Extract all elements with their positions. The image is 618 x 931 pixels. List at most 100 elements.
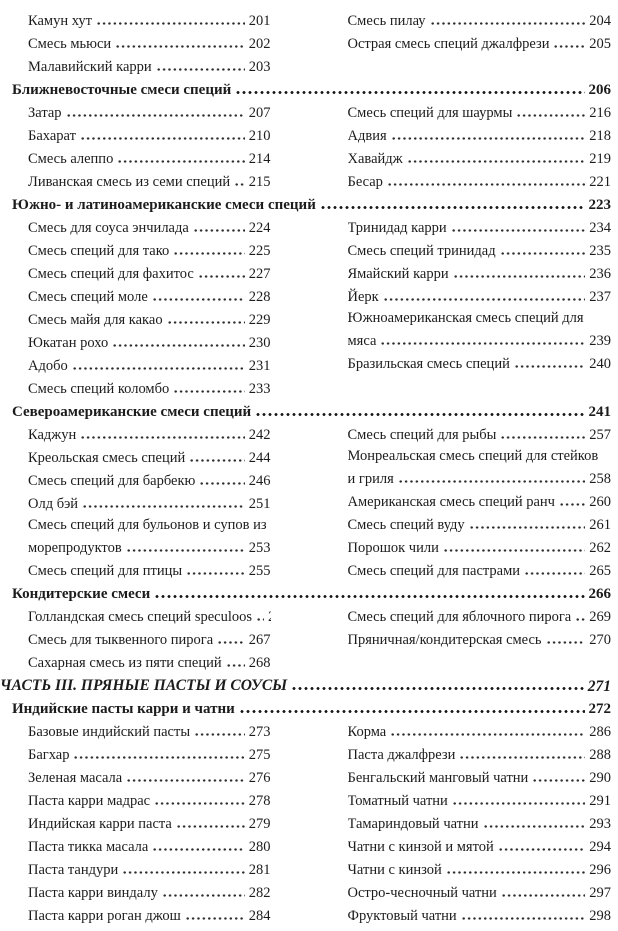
toc-entry-label: Смесь специй для тако bbox=[28, 243, 170, 259]
toc-section-header-page: 241 bbox=[588, 404, 612, 420]
toc-entry-label: и гриля bbox=[347, 471, 394, 487]
toc-entry: Смесь специй для птицы 255 bbox=[28, 557, 271, 580]
toc-entry-page: 204 bbox=[589, 13, 611, 29]
dot-leader bbox=[154, 801, 245, 806]
toc-entry-page: 260 bbox=[589, 494, 611, 510]
dot-leader bbox=[117, 159, 245, 164]
toc-right-column: Смесь пилау 204 Острая смесь специй джал… bbox=[307, 7, 614, 76]
toc-entry: Паста тандури 281 bbox=[28, 856, 271, 879]
toc-entry: Тамариндовый чатни 293 bbox=[348, 810, 612, 833]
toc-entry: Смесь специй коломбо 233 bbox=[28, 375, 271, 398]
dot-leader bbox=[319, 205, 585, 210]
dot-leader bbox=[459, 755, 586, 760]
toc-entry-page: 290 bbox=[589, 770, 611, 786]
toc-entry-label: Смесь специй тринидад bbox=[347, 243, 496, 259]
toc-entry: Ливанская смесь из семи специй 215 bbox=[28, 168, 271, 191]
toc-entry-label: Базовые индийский пасты bbox=[28, 724, 191, 740]
toc-left-column: Базовые индийский пасты 273 Багхар 275 З… bbox=[0, 718, 307, 925]
toc-section-header: Индийские пасты карри и чатни 272 bbox=[0, 695, 613, 718]
dot-leader bbox=[152, 847, 245, 852]
toc-entry-page: 266 bbox=[268, 609, 270, 626]
toc-section-header: Североамериканские смеси специй 241 bbox=[0, 398, 613, 421]
toc-entry: Бесар 221 bbox=[348, 168, 612, 191]
dot-leader bbox=[442, 548, 586, 553]
toc-left-column: Смесь для соуса энчилада 224 Смесь специ… bbox=[0, 214, 307, 398]
toc-entry-page: 265 bbox=[589, 563, 611, 579]
toc-entry: Зеленая масала 276 bbox=[28, 764, 271, 787]
toc-entry-label: Фруктовый чатни bbox=[347, 908, 457, 924]
toc-entry-label: Тамариндовый чатни bbox=[347, 816, 479, 832]
toc-entry: Американская смесь специй ранч 260 bbox=[348, 488, 612, 511]
toc-entry-label: Смесь специй моле bbox=[28, 289, 148, 305]
toc-entry-label: Пряничная/кондитерская смесь bbox=[347, 632, 542, 648]
toc-right-column: Смесь специй для рыбы 257 Монреальская с… bbox=[307, 421, 614, 580]
toc-entry: Паста тикка масала 280 bbox=[28, 833, 271, 856]
toc-entry-page: 233 bbox=[248, 381, 271, 397]
dot-leader bbox=[194, 732, 245, 737]
toc-part-header-label: ЧАСТЬ III. ПРЯНЫЕ ПАСТЫ И СОУСЫ bbox=[0, 677, 288, 694]
toc-right-column: Тринидад карри 234 Смесь специй тринидад… bbox=[307, 214, 614, 398]
toc-entry-page: 294 bbox=[589, 839, 611, 855]
toc-entry-page: 293 bbox=[589, 816, 611, 832]
toc-entry-page: 214 bbox=[248, 151, 271, 167]
toc-entry-page: 239 bbox=[589, 333, 611, 349]
dot-leader bbox=[79, 136, 245, 141]
toc-entry-label: Смесь специй для пастрами bbox=[347, 563, 521, 579]
toc-entry: Индийская карри паста 279 bbox=[28, 810, 271, 833]
toc-entry-page: 298 bbox=[589, 908, 611, 924]
toc-two-column-block: Затар 207 Бахарат 210 Смесь алеппо 214 Л… bbox=[0, 99, 613, 191]
toc-entry: Смесь для соуса энчилада 224 bbox=[28, 214, 271, 237]
dot-leader bbox=[450, 228, 586, 233]
toc-entry: Смесь специй для фахитос 227 bbox=[28, 260, 271, 283]
toc-entry-page: 296 bbox=[589, 862, 611, 878]
toc-entry-page: 244 bbox=[248, 450, 271, 466]
dot-leader bbox=[122, 870, 245, 875]
toc-entry-page: 218 bbox=[589, 128, 611, 144]
toc-entry: Малавийский карри 203 bbox=[28, 53, 271, 76]
dot-leader bbox=[497, 847, 586, 852]
toc-entry-label: Американская смесь специй ранч bbox=[347, 494, 555, 510]
toc-entry-label: морепродуктов bbox=[28, 540, 122, 556]
toc-entry-page: 234 bbox=[589, 220, 611, 236]
toc-entry: Голландская смесь специй speculoos 266 bbox=[28, 603, 271, 626]
toc-entry: Смесь алеппо 214 bbox=[28, 145, 271, 168]
toc-entry-page: 237 bbox=[589, 289, 611, 305]
toc-left-column: Голландская смесь специй speculoos 266 С… bbox=[0, 603, 307, 672]
toc-entry-label: Смесь пилау bbox=[347, 13, 426, 29]
toc-section-header-label: Ближневосточные смеси специй bbox=[12, 82, 232, 98]
dot-leader bbox=[452, 274, 586, 279]
toc-entry-label: Смесь для тыквенного пирога bbox=[28, 632, 214, 648]
toc-entry-page: 280 bbox=[248, 839, 271, 855]
toc-entry: Чатни с кинзой 296 bbox=[348, 856, 612, 879]
toc-two-column-block: Каджун 242 Креольская смесь специй 244 С… bbox=[0, 421, 613, 580]
toc-entry-label: Малавийский карри bbox=[28, 59, 152, 75]
dot-leader bbox=[126, 778, 245, 783]
dot-leader bbox=[96, 21, 245, 26]
toc-entry-label: Смесь для соуса энчилада bbox=[28, 220, 189, 236]
dot-leader bbox=[71, 366, 245, 371]
toc-entry-page: 203 bbox=[248, 59, 271, 75]
toc-entry-page: 253 bbox=[248, 540, 271, 556]
dot-leader bbox=[575, 617, 586, 622]
toc-right-column: Корма 286 Паста джалфрези 288 Бенгальски… bbox=[307, 718, 614, 925]
toc-entry-label: Ливанская смесь из семи специй bbox=[28, 174, 231, 190]
toc-entry: Затар 207 bbox=[28, 99, 271, 122]
dot-leader bbox=[380, 341, 586, 346]
toc-entry: Монреальская смесь специй для стейков и … bbox=[348, 444, 612, 488]
toc-entry: Смесь специй для яблочного пирога 269 bbox=[348, 603, 612, 626]
toc-entry-label: Смесь майя для какао bbox=[28, 312, 163, 328]
dot-leader bbox=[429, 21, 586, 26]
toc-entry-page: 240 bbox=[589, 356, 611, 372]
dot-leader bbox=[225, 663, 245, 668]
dot-leader bbox=[445, 870, 586, 875]
dot-leader bbox=[516, 113, 586, 118]
toc-entry-label: Смесь специй для бульонов и супов из bbox=[28, 517, 267, 533]
toc-entry: Южноамериканская смесь специй для мяса 2… bbox=[348, 306, 612, 350]
toc-two-column-block: Камун хут 201 Смесь мьюси 202 Малавийски… bbox=[0, 7, 613, 76]
dot-leader bbox=[235, 90, 585, 95]
toc-entry: Пряничная/кондитерская смесь 270 bbox=[348, 626, 612, 649]
toc-section-header-label: Североамериканские смеси специй bbox=[12, 404, 252, 420]
dot-leader bbox=[500, 435, 586, 440]
toc-entry-label: Смесь алеппо bbox=[28, 151, 114, 167]
